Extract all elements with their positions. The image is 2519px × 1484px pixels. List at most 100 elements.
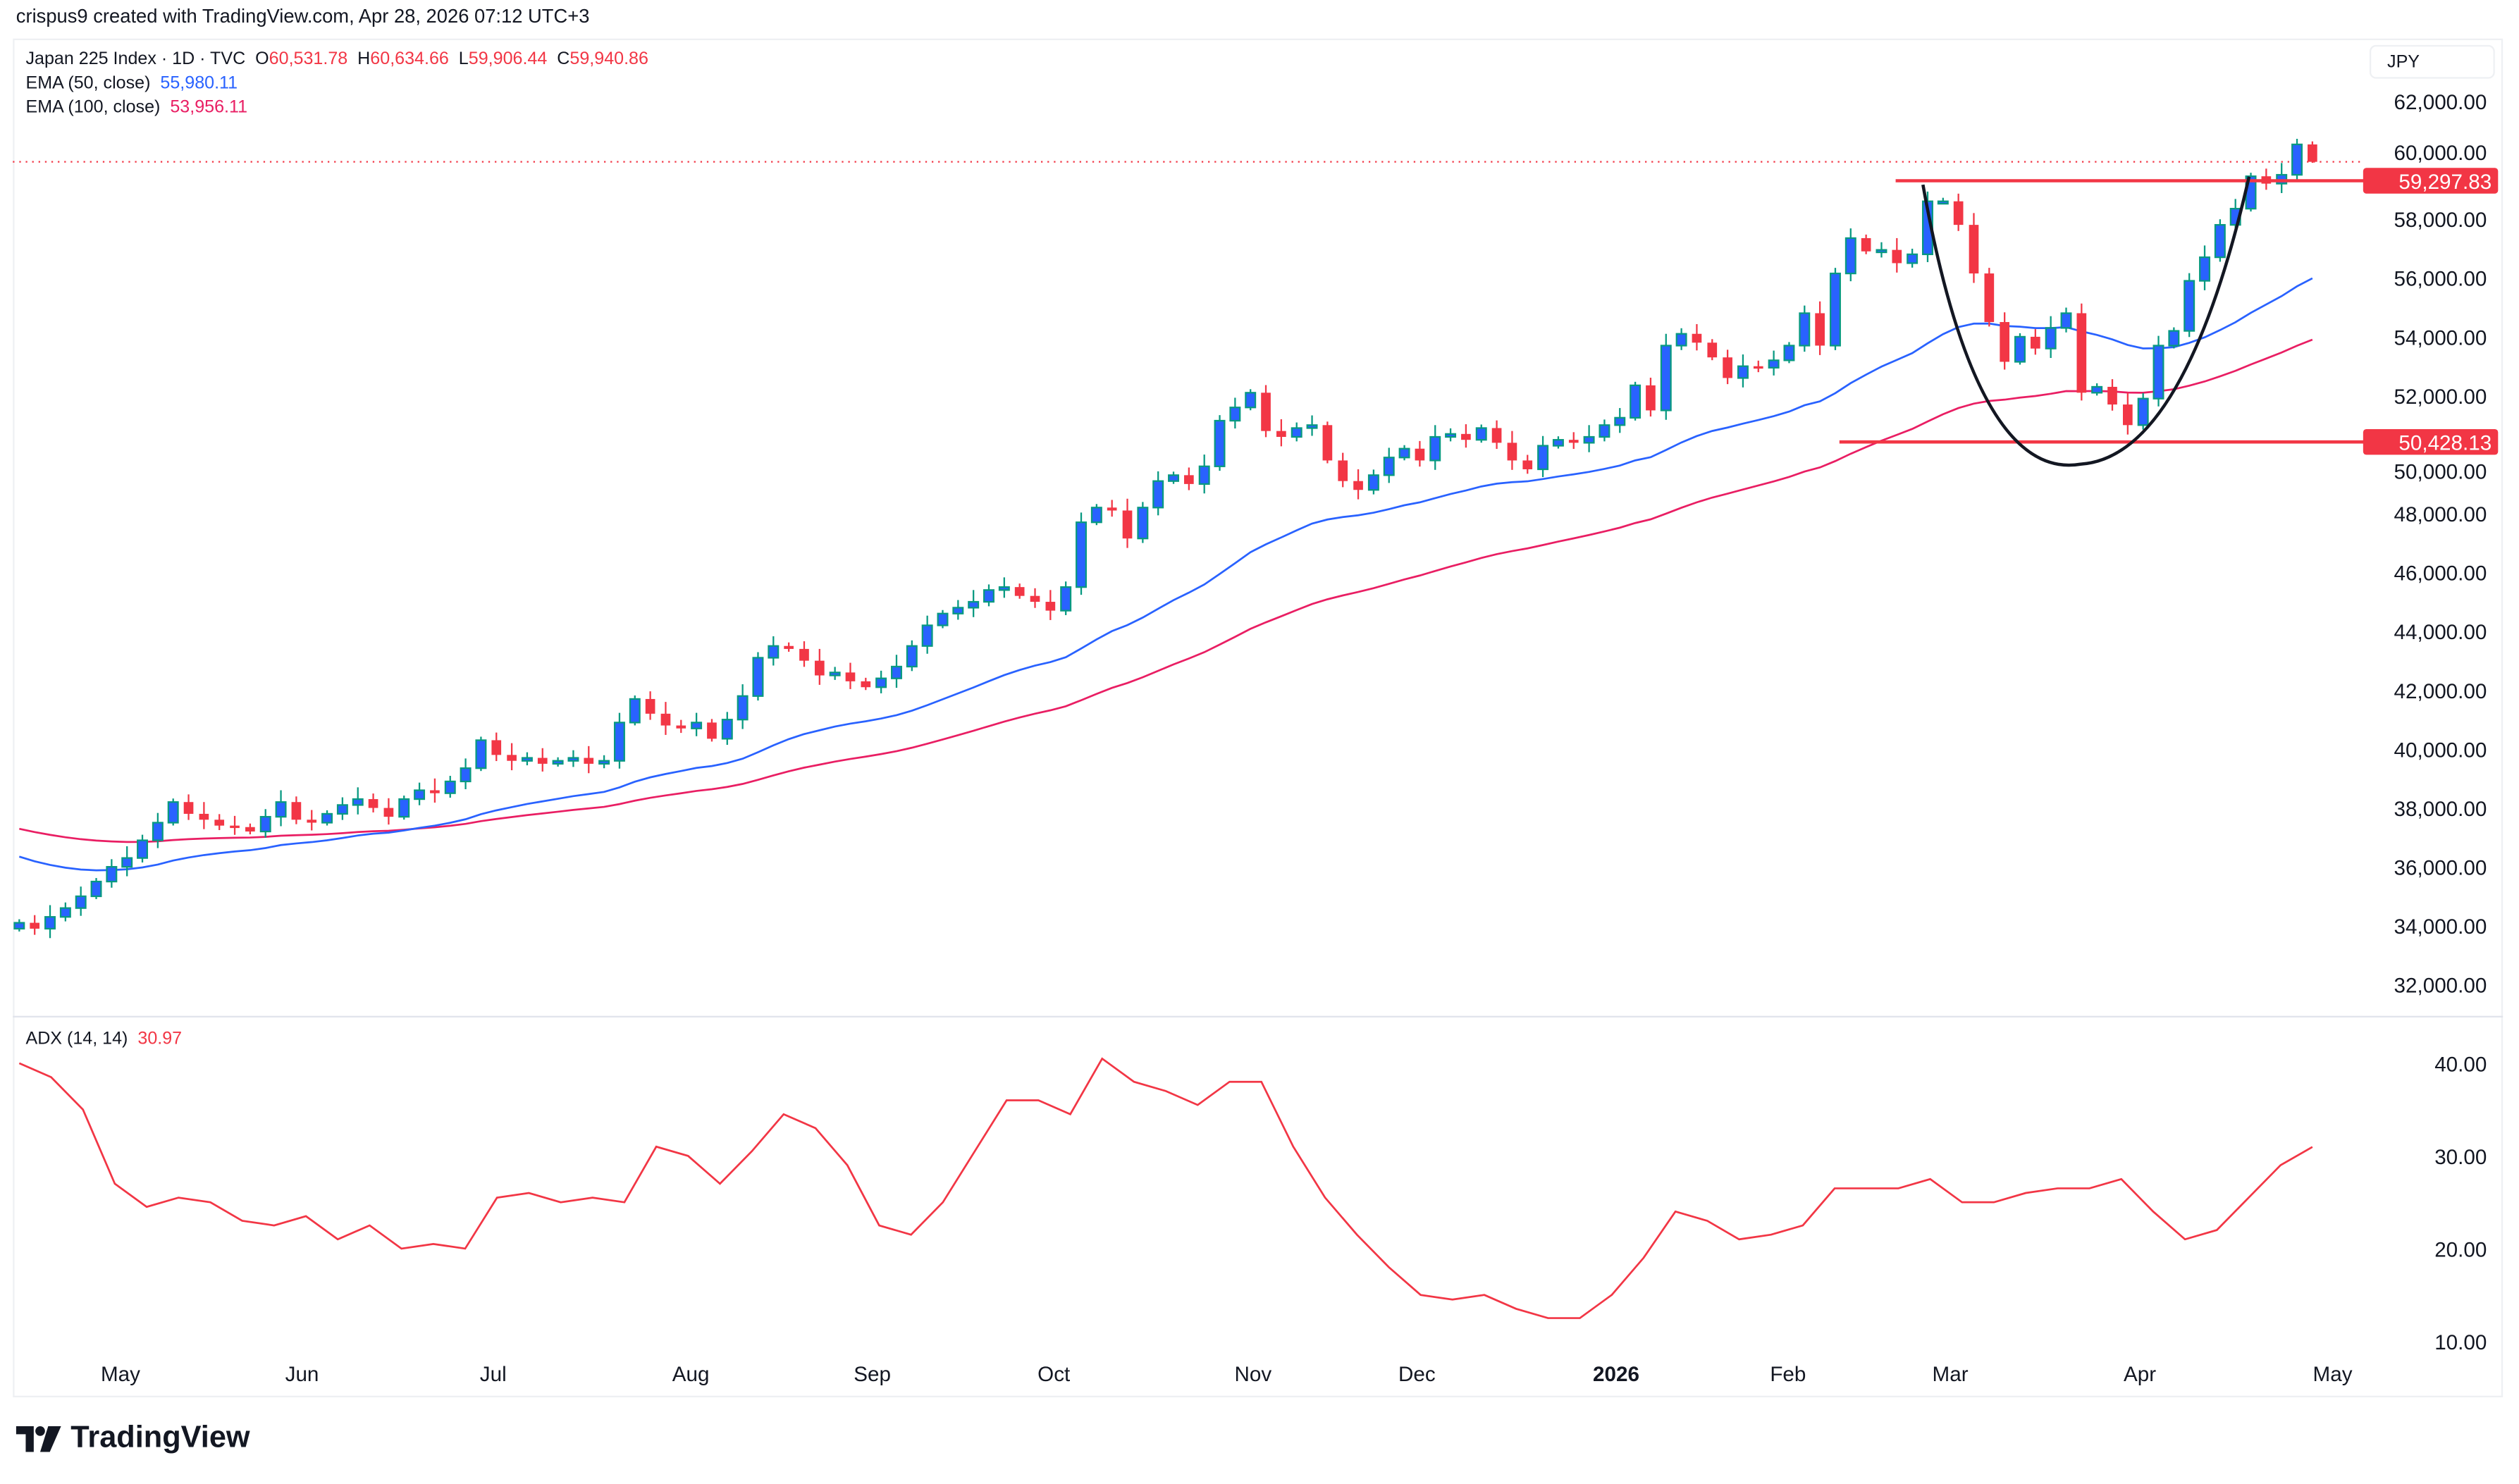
ema100-value: 53,956.11 xyxy=(170,98,248,118)
candle-body xyxy=(2137,397,2149,426)
candle xyxy=(507,743,517,771)
ema50-legend[interactable]: EMA (50, close) 55,980.11 xyxy=(25,73,648,97)
candle xyxy=(1107,500,1117,517)
candle xyxy=(1646,378,1656,417)
low-label: L xyxy=(458,49,469,70)
candle-body xyxy=(845,672,856,681)
candle-body xyxy=(1122,510,1133,539)
price-tick-label: 40,000.00 xyxy=(2394,738,2487,762)
candle-body xyxy=(707,722,717,739)
candle xyxy=(1984,268,1995,327)
candle-body xyxy=(2045,327,2057,350)
candle xyxy=(1168,471,1180,484)
candle-body xyxy=(199,813,209,820)
candle xyxy=(2276,163,2288,193)
candle-body xyxy=(491,740,502,755)
candle-body xyxy=(921,624,933,647)
candle xyxy=(1045,590,1056,620)
candle-body xyxy=(1861,237,1871,252)
candle xyxy=(368,793,378,812)
candle-body xyxy=(937,612,949,626)
candle xyxy=(460,758,472,789)
time-tick-label: Aug xyxy=(672,1363,710,1386)
adx-label: ADX (14, 14) xyxy=(25,1029,128,1049)
adx-tick-label: 30.00 xyxy=(2434,1146,2487,1169)
candle xyxy=(691,712,703,736)
level-price-badge xyxy=(2363,428,2499,455)
adx-legend[interactable]: ADX (14, 14) 30.97 xyxy=(25,1029,182,1049)
candle-body xyxy=(1937,200,1949,205)
time-tick-label: Dec xyxy=(1398,1363,1436,1386)
price-tick-label: 50,000.00 xyxy=(2394,461,2487,484)
candle xyxy=(845,662,856,689)
candle-body xyxy=(475,739,487,769)
candle-body xyxy=(660,713,671,726)
candle-body xyxy=(1568,440,1579,443)
ema100-legend[interactable]: EMA (100, close) 53,956.11 xyxy=(25,97,648,120)
candle-body xyxy=(691,722,703,729)
candle-body xyxy=(152,822,164,841)
candle xyxy=(2152,335,2164,407)
candle xyxy=(2091,383,2103,396)
symbol-legend[interactable]: Japan 225 Index · 1D · TVC O60,531.78 H6… xyxy=(25,48,648,72)
candle xyxy=(398,796,410,820)
price-tick-label: 54,000.00 xyxy=(2394,326,2487,350)
candle xyxy=(291,796,302,824)
candle-body xyxy=(1614,416,1626,426)
candle-body xyxy=(1630,384,1642,419)
candle-body xyxy=(1229,407,1241,422)
candle xyxy=(2184,273,2195,338)
candle xyxy=(998,577,1010,598)
candle xyxy=(1599,419,1610,442)
logo-text: TradingView xyxy=(70,1421,250,1456)
candle xyxy=(814,648,825,685)
candle-body xyxy=(291,802,302,820)
candle-body xyxy=(2184,280,2195,332)
candle-body xyxy=(1737,365,1749,379)
level-price-label: 50,428.13 xyxy=(2398,432,2492,455)
candle xyxy=(1445,428,1457,442)
candle xyxy=(1660,333,1672,420)
candle xyxy=(1861,234,1871,254)
ema100-line xyxy=(19,338,2313,843)
tradingview-logo-icon xyxy=(16,1426,61,1452)
candle xyxy=(1152,471,1164,516)
time-tick-label: Jun xyxy=(285,1363,319,1386)
level-price-label: 59,297.83 xyxy=(2398,171,2492,194)
candle-body xyxy=(121,857,133,868)
candle-body xyxy=(2030,336,2040,349)
ema50-value: 55,980.11 xyxy=(160,73,238,94)
candle xyxy=(307,810,317,831)
candle-body xyxy=(598,760,610,765)
candle xyxy=(737,684,749,729)
candle-body xyxy=(383,808,394,817)
candle xyxy=(1844,228,1856,282)
candle-body xyxy=(1675,333,1687,347)
candle-body xyxy=(275,801,287,818)
candle-body xyxy=(336,804,348,815)
ema50-line xyxy=(18,277,2313,872)
time-tick-label: 2026 xyxy=(1593,1363,1639,1386)
candle-body xyxy=(1599,424,1610,438)
candle-body xyxy=(1537,445,1549,471)
candle-body xyxy=(2199,256,2210,282)
candle-body xyxy=(1753,366,1763,369)
candle-body xyxy=(1491,428,1502,443)
candle-body xyxy=(1276,431,1286,438)
time-tick-label: Jul xyxy=(480,1363,507,1386)
candle xyxy=(629,695,641,726)
candle xyxy=(1783,342,1795,364)
candle-body xyxy=(1261,392,1271,431)
currency-button[interactable]: JPY xyxy=(2369,44,2495,79)
tradingview-logo[interactable]: TradingView xyxy=(16,1421,250,1457)
candle xyxy=(1076,512,1087,595)
candle-body xyxy=(968,600,980,609)
candle-body xyxy=(106,866,118,883)
candle xyxy=(1829,268,1841,350)
candle-body xyxy=(90,880,102,898)
candle xyxy=(259,809,271,838)
candle-body xyxy=(1429,435,1441,462)
candle-body xyxy=(1583,435,1595,444)
price-tick-label: 44,000.00 xyxy=(2394,621,2487,644)
